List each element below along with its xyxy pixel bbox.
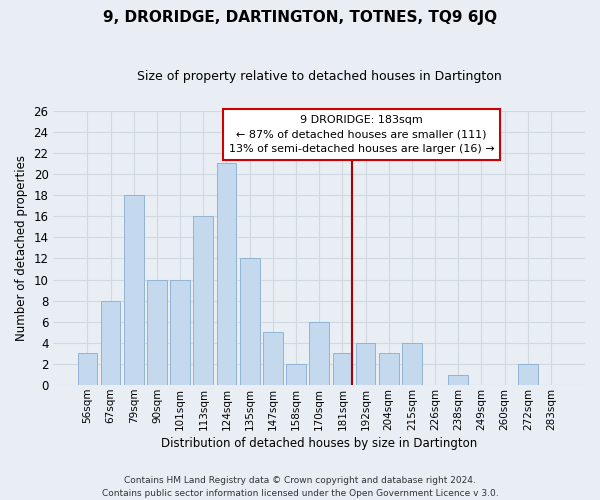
Bar bbox=[518, 364, 538, 385]
Bar bbox=[402, 343, 422, 385]
Bar bbox=[286, 364, 306, 385]
Bar bbox=[240, 258, 260, 385]
Bar bbox=[147, 280, 167, 385]
Bar bbox=[124, 195, 143, 385]
Title: Size of property relative to detached houses in Dartington: Size of property relative to detached ho… bbox=[137, 70, 502, 83]
Bar bbox=[170, 280, 190, 385]
Bar bbox=[332, 354, 352, 385]
Y-axis label: Number of detached properties: Number of detached properties bbox=[15, 155, 28, 341]
Text: 9 DRORIDGE: 183sqm
← 87% of detached houses are smaller (111)
13% of semi-detach: 9 DRORIDGE: 183sqm ← 87% of detached hou… bbox=[229, 114, 494, 154]
Bar bbox=[448, 374, 468, 385]
Bar bbox=[263, 332, 283, 385]
Bar bbox=[379, 354, 398, 385]
Bar bbox=[310, 322, 329, 385]
Bar bbox=[193, 216, 213, 385]
Bar bbox=[217, 164, 236, 385]
Text: 9, DRORIDGE, DARTINGTON, TOTNES, TQ9 6JQ: 9, DRORIDGE, DARTINGTON, TOTNES, TQ9 6JQ bbox=[103, 10, 497, 25]
Text: Contains HM Land Registry data © Crown copyright and database right 2024.
Contai: Contains HM Land Registry data © Crown c… bbox=[101, 476, 499, 498]
X-axis label: Distribution of detached houses by size in Dartington: Distribution of detached houses by size … bbox=[161, 437, 478, 450]
Bar bbox=[101, 300, 121, 385]
Bar bbox=[356, 343, 376, 385]
Bar bbox=[77, 354, 97, 385]
